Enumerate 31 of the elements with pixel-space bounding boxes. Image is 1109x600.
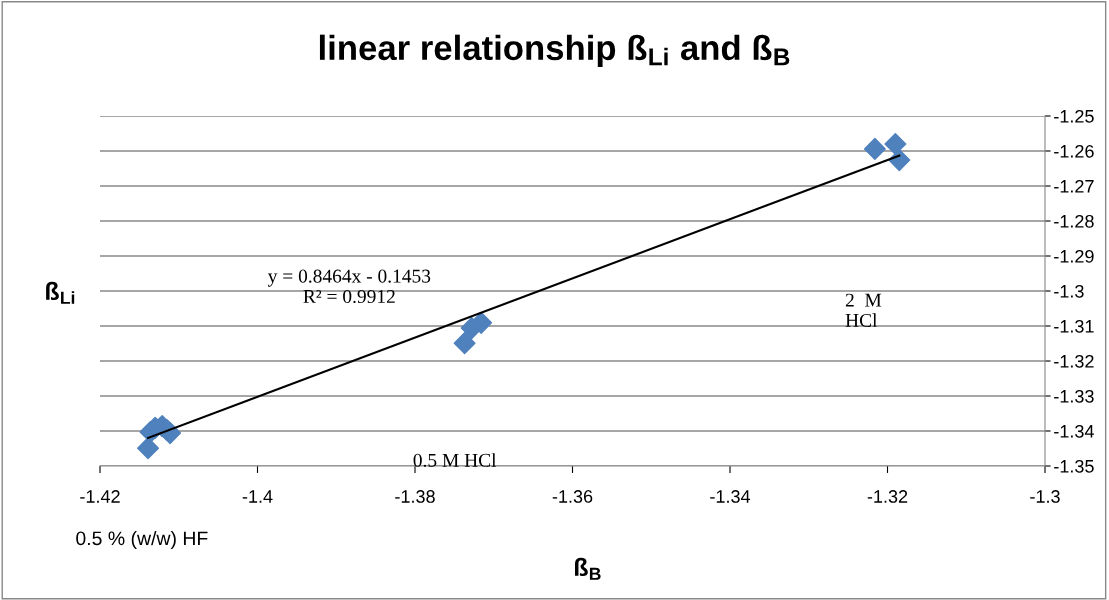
y-tick-label: -1.34 [1054,424,1094,438]
y-tick-label: -1.3 [1054,284,1084,298]
point [863,137,886,160]
y-tick-label: -1.26 [1054,144,1094,158]
y-tick-label: -1.31 [1054,319,1094,333]
point [884,133,907,155]
x-tick-label: -1.4 [242,490,273,503]
point [137,437,160,460]
x-tick-label: -1.3 [1030,490,1060,503]
y-tick-label: -1.27 [1054,179,1094,193]
y-tick-label: -1.32 [1054,354,1094,368]
annotation: 2 M HCl [845,293,882,328]
x-axis-title: ß$_{B}$ [575,557,601,580]
point [470,311,493,334]
x-tick-label: -1.32 [867,490,908,503]
y-tick-label: -1.29 [1054,249,1094,263]
x-tick-label: -1.34 [710,490,751,503]
x-tick-label: -1.38 [395,490,435,503]
y-tick-label: -1.28 [1054,214,1094,228]
x-tick-label: -1.36 [552,490,593,503]
y-axis-title: ß$_{Li}$ [46,281,75,304]
point [453,332,476,355]
y-tick-label: -1.33 [1054,389,1094,403]
annotation: y = 0.8464x - 0.1453 R² = 0.9912 [267,269,431,304]
point [888,149,911,172]
y-tick-label: -1.35 [1054,459,1094,473]
x-tick-label: -1.42 [80,490,120,503]
chart-title: linear relationship ß$_{Li}$ and ß$_{B}$ [319,34,790,68]
y-tick-label: -1.25 [1054,109,1094,123]
annotation: 0.5 M HCl [413,453,497,467]
text: 0.5 % (w/w) HF [76,530,208,550]
